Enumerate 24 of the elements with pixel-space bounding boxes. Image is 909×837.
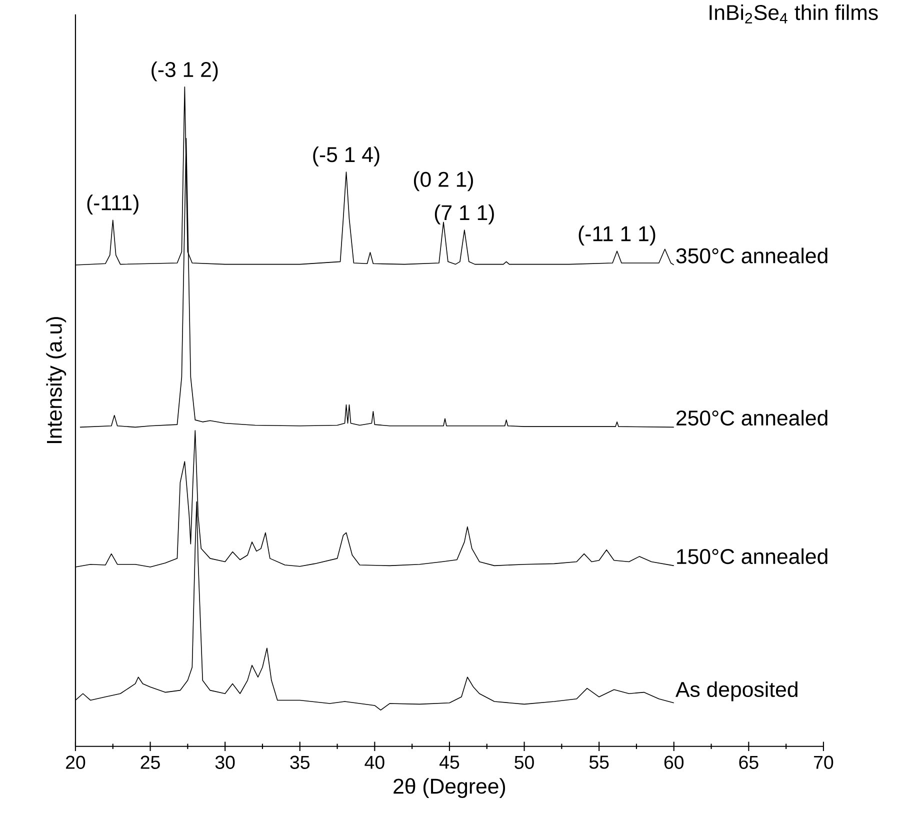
annotation: (7 1 1) bbox=[434, 204, 494, 224]
x-tick-label: 25 bbox=[140, 756, 160, 769]
series-label: 250°C annealed bbox=[676, 410, 828, 426]
x-tick-label: 35 bbox=[290, 756, 310, 769]
annotation: (0 2 1) bbox=[414, 171, 473, 191]
x-tick-label: 30 bbox=[215, 756, 235, 769]
chart-title: InBi$_{2}$Se$_{4}$ thin films bbox=[710, 4, 878, 24]
series-label: 350°C annealed bbox=[676, 248, 828, 264]
x-tick-label: 60 bbox=[664, 756, 684, 769]
x-tick-label: 55 bbox=[589, 756, 609, 769]
x-tick-label: 50 bbox=[514, 756, 534, 769]
series-label: 150°C annealed bbox=[677, 548, 828, 564]
x-tick-label: 65 bbox=[739, 756, 758, 769]
annotation: (-11 1 1) bbox=[578, 225, 656, 246]
annotation: (-3 1 2) bbox=[152, 61, 218, 82]
x-axis-title: 2θ (Degree) bbox=[394, 778, 506, 798]
x-tick-label: 45 bbox=[440, 756, 460, 769]
x-tick-label: 70 bbox=[814, 756, 834, 769]
series-label: As deposited bbox=[676, 681, 798, 702]
y-axis-title: Intensity (a.u) bbox=[46, 316, 66, 443]
annotation: (-111) bbox=[87, 194, 138, 214]
annotation: (-5 1 4) bbox=[313, 146, 380, 166]
x-tick-label: 20 bbox=[66, 756, 86, 769]
x-tick-label: 40 bbox=[364, 756, 384, 769]
